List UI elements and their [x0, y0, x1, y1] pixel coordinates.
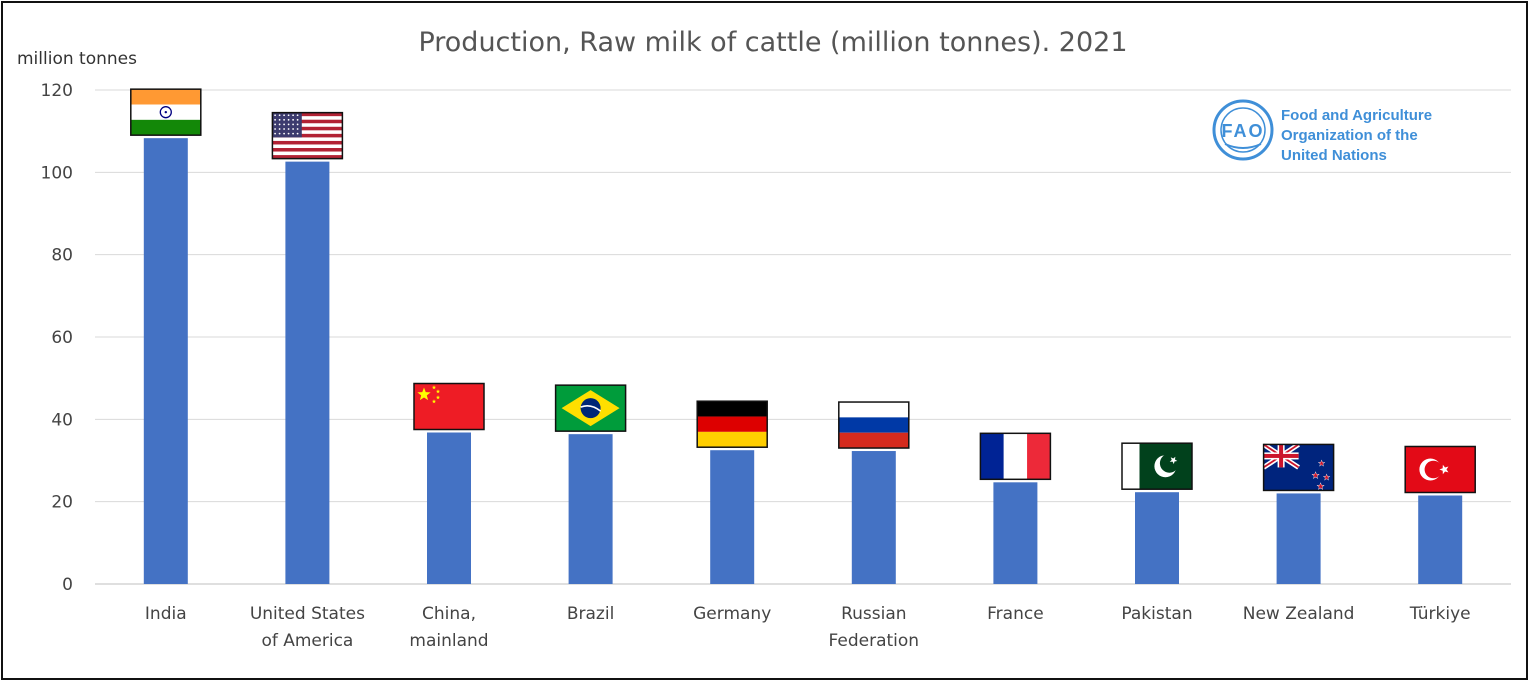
category-label: Federation [829, 631, 920, 651]
y-tick-label: 120 [41, 81, 73, 101]
bar-new-zealand [1276, 493, 1321, 584]
bar-usa [285, 161, 330, 584]
fao-org-line-1: Food and Agriculture [1281, 107, 1432, 124]
bar-turkiye [1418, 495, 1463, 584]
bar-china [427, 432, 471, 584]
category-label: Brazil [567, 604, 614, 624]
category-label: Türkiye [1409, 604, 1471, 624]
category-label: Germany [693, 604, 771, 624]
bar-brazil [568, 434, 613, 584]
new-zealand-flag-icon [1262, 442, 1335, 492]
y-tick-label: 40 [51, 410, 73, 430]
india-flag-icon [130, 88, 202, 136]
category-label: New Zealand [1243, 604, 1355, 624]
bar-pakistan [1135, 492, 1179, 584]
category-label: China, [422, 604, 476, 624]
category-label: France [987, 604, 1044, 624]
fao-org-line-3: United Nations [1281, 147, 1387, 164]
y-tick-label: 80 [51, 246, 73, 266]
x-category-labels: India United States of America China, mainla… [145, 604, 1471, 651]
fao-logo: FAO Food and Agriculture Organization of… [1212, 99, 1432, 164]
russia-flag-icon [838, 401, 910, 449]
category-label: Russian [841, 604, 906, 624]
turkiye-flag-icon [1404, 445, 1476, 494]
y-tick-label: 0 [62, 575, 73, 595]
chart-svg: Production, Raw milk of cattle (million … [17, 27, 1511, 651]
y-tick-labels: 0 20 40 60 80 100 120 [41, 81, 73, 595]
y-axis-unit-label: million tonnes [17, 49, 137, 69]
germany-flag-icon [696, 400, 768, 448]
china-flag-icon [413, 382, 485, 431]
bar-germany [710, 450, 755, 584]
bar-russia [851, 451, 896, 584]
brazil-flag-icon [554, 384, 627, 432]
usa-flag-icon [271, 111, 344, 160]
category-label: India [145, 604, 187, 624]
chart-title: Production, Raw milk of cattle (million … [418, 27, 1127, 58]
y-tick-label: 60 [51, 328, 73, 348]
france-flag-icon [979, 432, 1052, 481]
flags [130, 88, 1476, 494]
fao-emblem-letters: FAO [1221, 121, 1264, 141]
y-tick-label: 100 [41, 163, 73, 183]
fao-org-line-2: Organization of the [1281, 127, 1418, 144]
y-tick-label: 20 [51, 493, 73, 513]
category-label: Pakistan [1121, 604, 1192, 624]
gridlines [95, 89, 1511, 585]
fao-emblem-icon: FAO [1212, 99, 1274, 161]
category-label: mainland [409, 631, 488, 651]
bar-france [993, 482, 1038, 584]
category-label: United States [250, 604, 365, 624]
bar-india [143, 138, 188, 585]
pakistan-flag-icon [1121, 442, 1193, 490]
bars [143, 138, 1463, 585]
category-label: of America [261, 631, 353, 651]
